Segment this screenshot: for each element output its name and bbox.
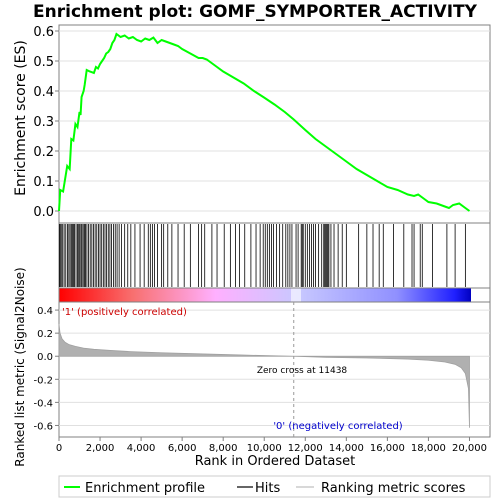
es-y-tick-label: 0.5 — [33, 55, 54, 70]
x-tick-label: 20,000 — [452, 443, 487, 454]
metric-y-tick-label: -0.2 — [33, 375, 53, 386]
es-y-tick-label: 0.6 — [33, 25, 54, 40]
es-y-tick-label: 0.4 — [33, 85, 54, 100]
metric-y-axis-label: Ranked list metric (Signal2Noise) — [13, 267, 27, 466]
metric-y-axis-ticks: -0.6 -0.4 -0.2 0.0 0.2 0.4 — [33, 306, 59, 432]
positive-correlation-label: '1' (positively correlated) — [62, 307, 187, 318]
legend: Enrichment profile Hits Ranking metric s… — [58, 475, 491, 498]
x-tick-label: 14,000 — [329, 443, 364, 454]
zero-cross-strip — [291, 288, 301, 302]
x-tick-label: 0 — [56, 443, 62, 454]
x-axis-ticks: 0 2,000 4,000 6,000 8,000 10,000 12,000 14,000 1… — [56, 437, 487, 454]
hit-markers — [59, 224, 466, 287]
x-tick-label: 12,000 — [288, 443, 323, 454]
es-panel: 0.0 0.1 0.2 0.3 0.4 0.5 0.6 Enrichment score (… — [13, 24, 491, 224]
rank-color-bar — [58, 287, 491, 303]
x-tick-label: 10,000 — [247, 443, 282, 454]
metric-panel: -0.6 -0.4 -0.2 0.0 0.2 0.4 '1' (positively co… — [13, 267, 491, 467]
metric-y-tick-label: 0.0 — [37, 352, 53, 363]
legend-ranking-label: Ranking metric scores — [321, 481, 466, 496]
x-tick-label: 16,000 — [370, 443, 405, 454]
rank-gradient-strip — [59, 288, 471, 302]
es-y-axis-label: Enrichment score (ES) — [13, 40, 29, 196]
es-y-tick-label: 0.3 — [33, 115, 54, 130]
metric-panel-frame — [58, 301, 491, 438]
metric-y-tick-label: -0.6 — [33, 421, 53, 432]
enrichment-profile-line — [58, 32, 471, 212]
x-axis-label: Rank in Ordered Dataset — [195, 454, 356, 469]
x-tick-label: 6,000 — [168, 443, 197, 454]
ranking-metric-area — [58, 323, 470, 428]
x-tick-label: 2,000 — [86, 443, 115, 454]
hits-panel — [58, 222, 491, 289]
es-y-tick-label: 0.2 — [33, 145, 54, 160]
legend-frame — [58, 475, 491, 498]
legend-hits-label: Hits — [255, 481, 280, 496]
legend-enrichment-label: Enrichment profile — [85, 481, 205, 496]
negative-correlation-label: '0' (negatively correlated) — [273, 421, 402, 432]
es-y-tick-label: 0.1 — [33, 175, 54, 190]
metric-y-tick-label: -0.4 — [33, 398, 53, 409]
x-tick-label: 4,000 — [127, 443, 156, 454]
metric-y-tick-label: 0.4 — [37, 306, 53, 317]
es-y-axis-ticks: 0.0 0.1 0.2 0.3 0.4 0.5 0.6 — [33, 25, 59, 220]
metric-y-tick-label: 0.2 — [37, 329, 53, 340]
es-y-tick-label: 0.0 — [33, 205, 54, 220]
hits-panel-frame — [58, 222, 491, 289]
x-tick-label: 8,000 — [209, 443, 238, 454]
es-gridlines — [59, 30, 490, 212]
zero-cross-label: Zero cross at 11438 — [257, 366, 348, 376]
es-panel-frame — [58, 24, 491, 224]
x-tick-label: 18,000 — [411, 443, 446, 454]
chart-title: Enrichment plot: GOMF_SYMPORTER_ACTIVITY — [33, 2, 478, 22]
